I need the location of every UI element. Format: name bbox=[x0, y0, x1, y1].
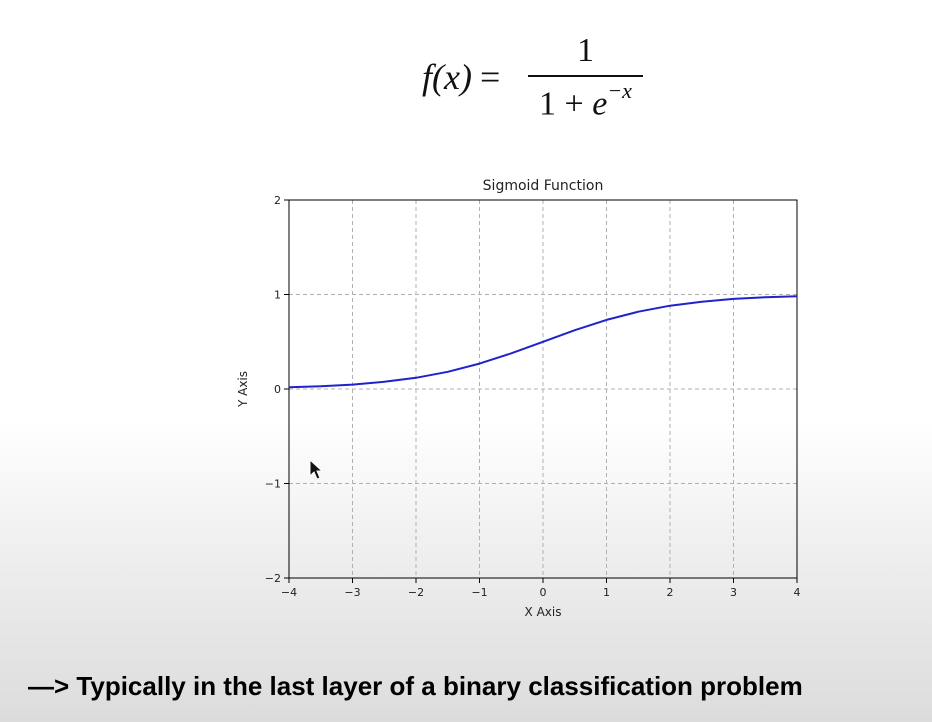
y-tick-label: −2 bbox=[265, 572, 281, 585]
sigmoid-formula: f(x) = 1 1 + e−x bbox=[420, 32, 650, 122]
chart-title: Sigmoid Function bbox=[483, 178, 604, 194]
x-tick-label: 1 bbox=[603, 586, 610, 599]
caption-text: —> Typically in the last layer of a bina… bbox=[28, 671, 803, 701]
x-axis-label: X Axis bbox=[525, 605, 562, 619]
sigmoid-curve-line bbox=[288, 295, 798, 389]
x-tick-label: −1 bbox=[471, 586, 487, 599]
formula-equals: = bbox=[479, 57, 501, 97]
chart-grid bbox=[288, 199, 798, 579]
x-tick-label: −3 bbox=[344, 586, 360, 599]
x-tick-label: −2 bbox=[408, 586, 424, 599]
formula-function: f(x) bbox=[422, 57, 472, 97]
formula-fraction-bar bbox=[528, 75, 643, 77]
x-tick-label: −4 bbox=[281, 586, 297, 599]
chart-ticks: −4 −3 −2 −1 0 1 2 3 4 −2 −1 0 1 2 bbox=[265, 194, 801, 599]
chart-series bbox=[288, 295, 798, 389]
y-tick-label: 2 bbox=[274, 194, 281, 207]
formula-numerator: 1 bbox=[577, 32, 594, 69]
y-tick-label: 0 bbox=[274, 383, 281, 396]
x-tick-label: 2 bbox=[667, 586, 674, 599]
x-tick-label: 0 bbox=[540, 586, 547, 599]
x-tick-label: 3 bbox=[730, 586, 737, 599]
sigmoid-chart: −4 −3 −2 −1 0 1 2 3 4 −2 −1 0 1 2 Sigmoid Function X … bbox=[236, 178, 801, 619]
mouse-pointer-icon bbox=[309, 459, 323, 480]
formula-denominator-exponent: −x bbox=[607, 78, 632, 103]
y-axis-label: Y Axis bbox=[236, 371, 250, 408]
x-tick-label: 4 bbox=[794, 586, 801, 599]
formula-denominator-e: e bbox=[592, 85, 608, 123]
formula-lhs: f(x) = bbox=[422, 56, 500, 98]
formula-denominator: 1 + e−x bbox=[528, 78, 643, 123]
formula-denominator-base: 1 + bbox=[539, 85, 593, 123]
y-tick-label: −1 bbox=[265, 478, 281, 491]
y-tick-label: 1 bbox=[274, 289, 281, 302]
